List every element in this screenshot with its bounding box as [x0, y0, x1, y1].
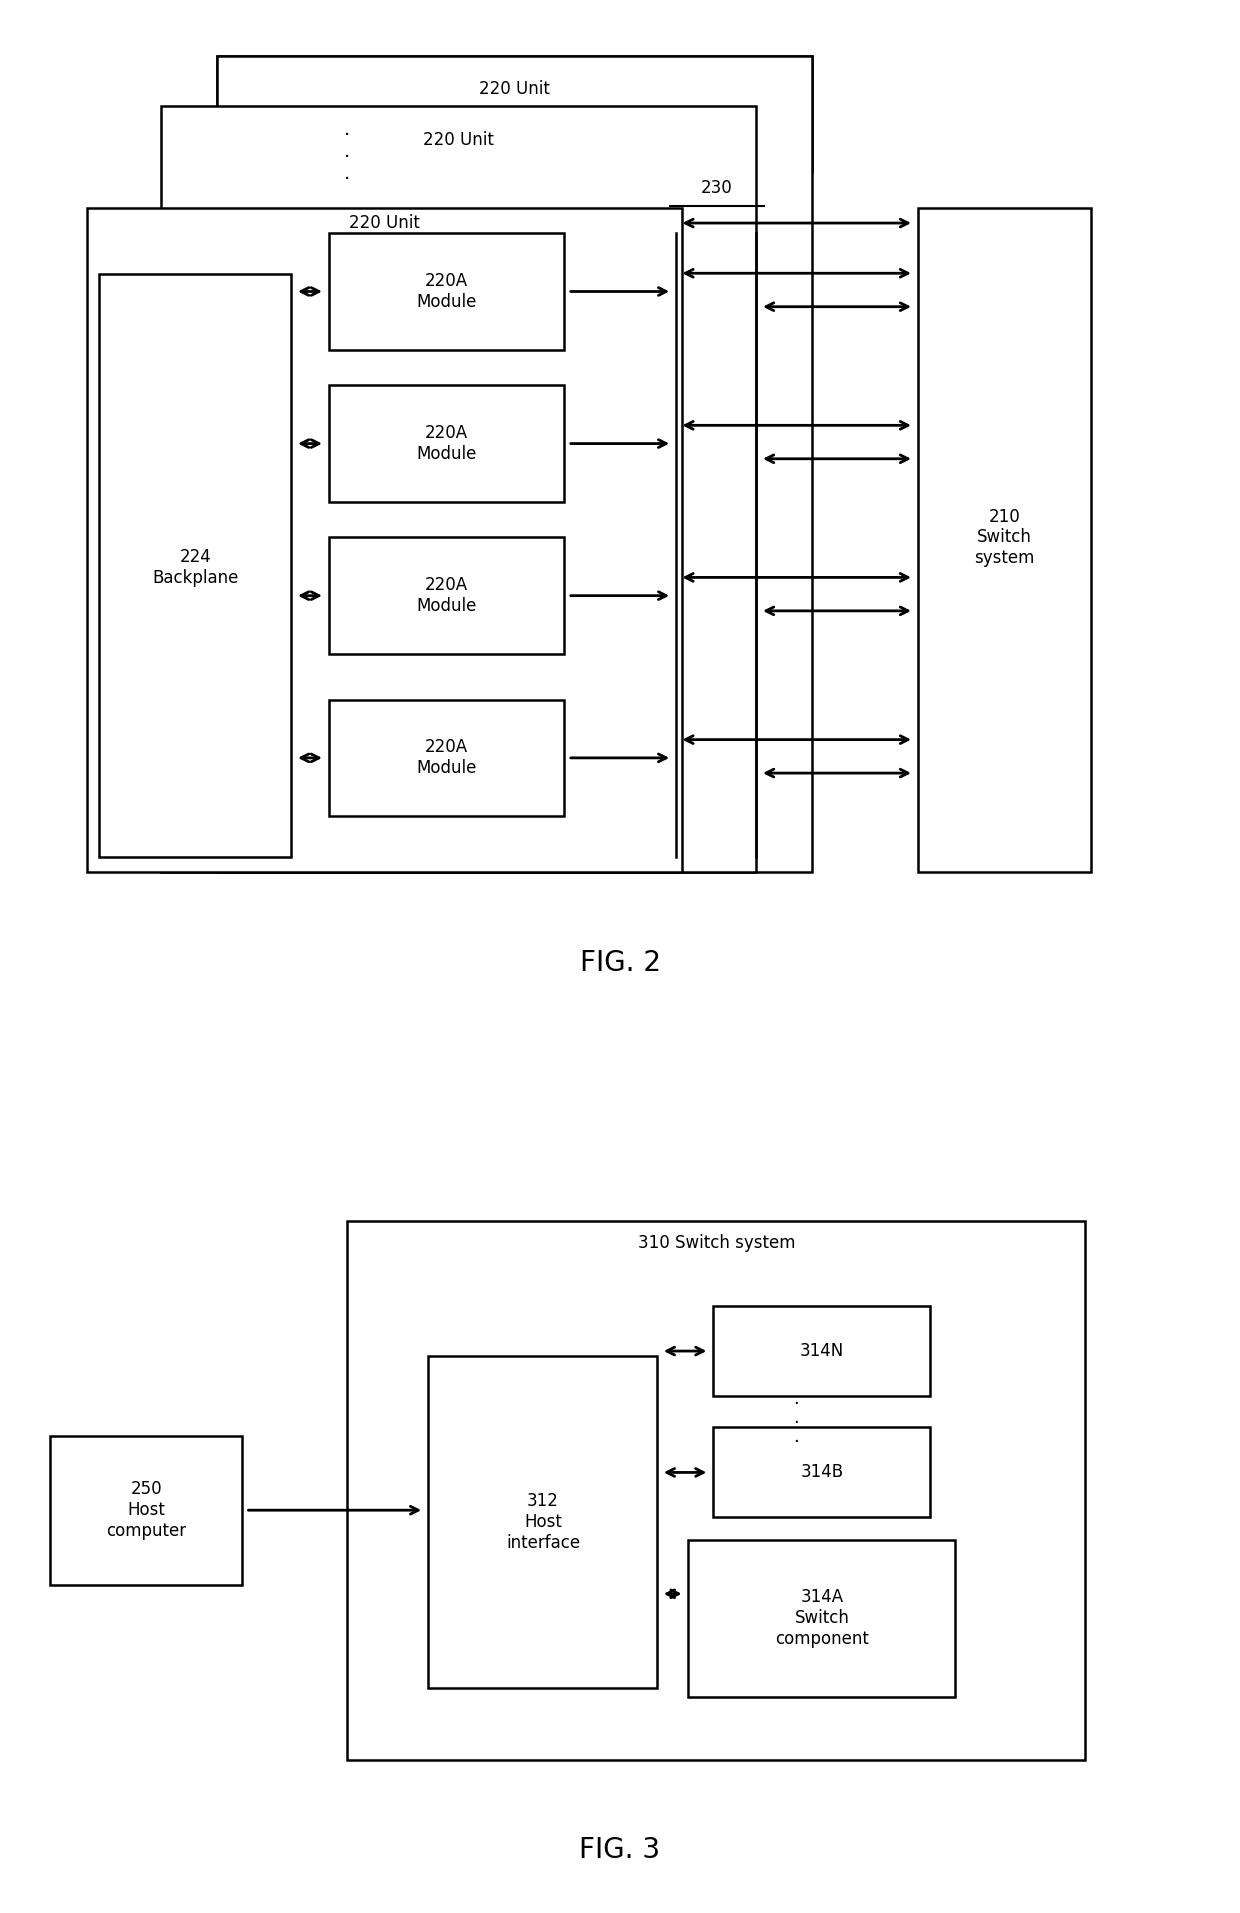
Bar: [329, 538, 564, 654]
Text: 220A
Module: 220A Module: [417, 272, 476, 312]
Text: FIG. 3: FIG. 3: [579, 1836, 661, 1863]
Text: 210
Switch
system: 210 Switch system: [975, 507, 1034, 566]
Bar: [217, 55, 812, 872]
Text: ·
·
·: · · ·: [794, 1395, 799, 1452]
Text: 314N: 314N: [800, 1343, 844, 1360]
Bar: [347, 1220, 1085, 1760]
Bar: [329, 700, 564, 817]
Text: 230: 230: [701, 178, 733, 197]
Text: 310 Switch system: 310 Switch system: [637, 1234, 796, 1253]
Bar: [87, 209, 682, 872]
Bar: [217, 55, 812, 172]
Text: 220A
Module: 220A Module: [417, 738, 476, 777]
Text: ·
·
·: · · ·: [343, 126, 351, 189]
Bar: [713, 1427, 930, 1517]
Bar: [99, 274, 291, 857]
Text: 224
Backplane: 224 Backplane: [153, 549, 239, 587]
Text: FIG. 2: FIG. 2: [579, 949, 661, 978]
Text: 220A
Module: 220A Module: [417, 576, 476, 616]
Text: 220 Unit: 220 Unit: [348, 214, 420, 231]
Bar: [688, 1540, 955, 1697]
Bar: [329, 385, 564, 501]
Text: 220 Unit: 220 Unit: [479, 80, 551, 98]
Text: 220A
Module: 220A Module: [417, 425, 476, 463]
Text: 220 Unit: 220 Unit: [423, 130, 495, 149]
Bar: [161, 107, 756, 872]
Text: 314B: 314B: [801, 1463, 843, 1481]
Text: 314A
Switch
component: 314A Switch component: [775, 1588, 869, 1647]
Bar: [329, 233, 564, 350]
Bar: [428, 1356, 657, 1689]
Bar: [50, 1437, 242, 1584]
Bar: [918, 209, 1091, 872]
Bar: [713, 1307, 930, 1396]
Text: 312
Host
interface: 312 Host interface: [506, 1492, 580, 1551]
Text: 250
Host
computer: 250 Host computer: [107, 1481, 186, 1540]
